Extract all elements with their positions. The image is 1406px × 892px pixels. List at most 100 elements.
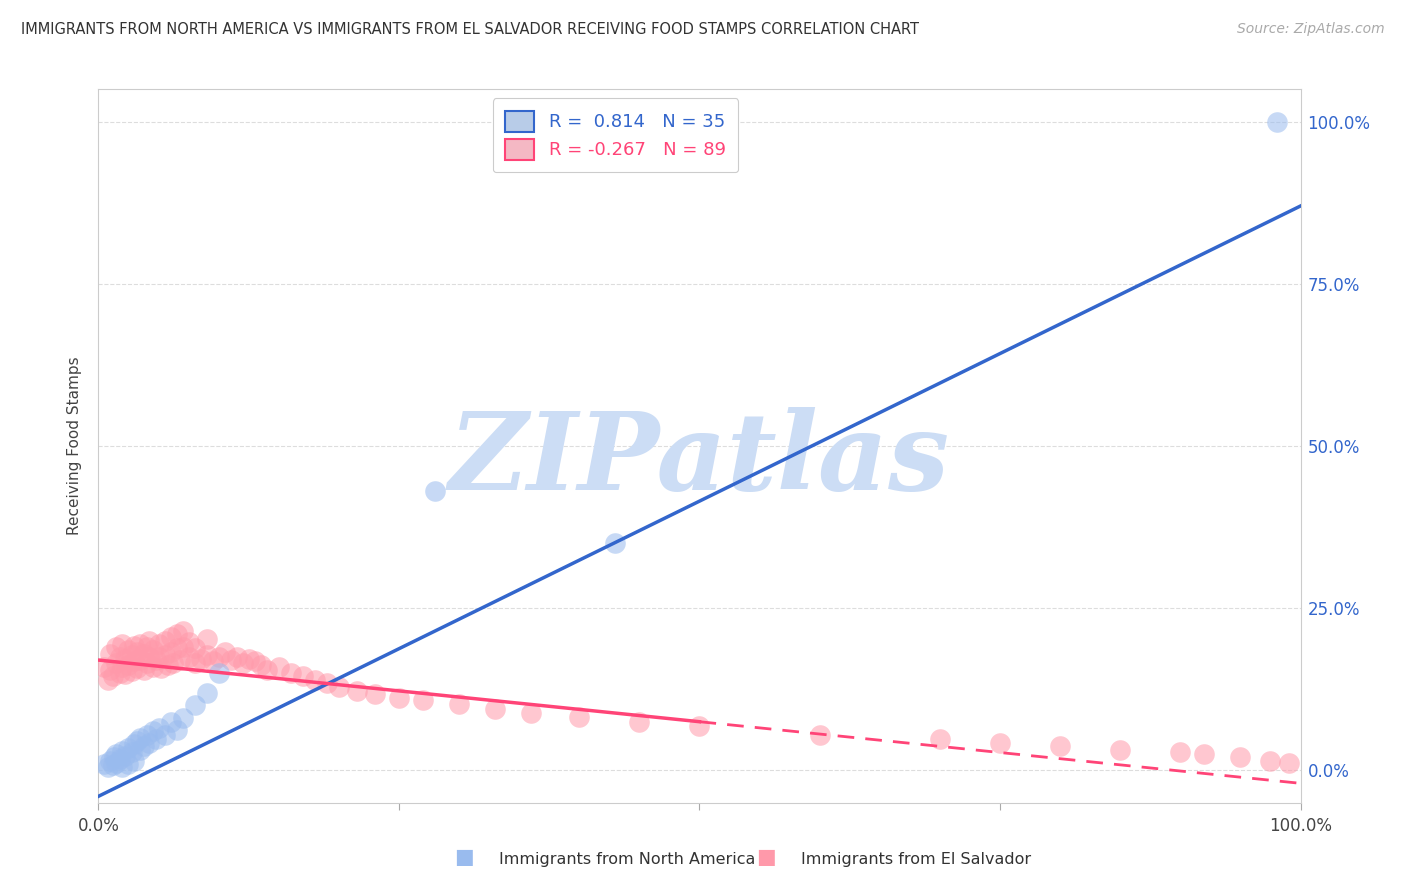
Point <box>208 666 231 681</box>
Point <box>628 714 651 729</box>
Point <box>153 728 176 742</box>
Point <box>447 697 470 711</box>
Point <box>117 756 139 771</box>
Point <box>159 631 181 645</box>
Point <box>101 758 124 772</box>
Point <box>148 637 170 651</box>
Point <box>132 647 155 661</box>
Point <box>97 760 120 774</box>
Point <box>117 658 139 673</box>
Point <box>108 649 131 664</box>
Point <box>125 734 148 748</box>
Point <box>145 653 167 667</box>
Point <box>928 732 950 747</box>
Point <box>153 648 176 662</box>
Point <box>520 706 543 721</box>
Point <box>484 702 506 716</box>
Point <box>105 657 128 671</box>
Point <box>412 693 434 707</box>
Point <box>124 738 146 752</box>
Text: IMMIGRANTS FROM NORTH AMERICA VS IMMIGRANTS FROM EL SALVADOR RECEIVING FOOD STAM: IMMIGRANTS FROM NORTH AMERICA VS IMMIGRA… <box>21 22 920 37</box>
Text: ZIPatlas: ZIPatlas <box>449 408 950 513</box>
Point <box>105 756 128 770</box>
Point <box>138 736 160 750</box>
Point <box>304 673 326 687</box>
Point <box>183 698 205 713</box>
Point <box>208 649 231 664</box>
Point <box>238 652 260 666</box>
Point <box>183 641 205 656</box>
Point <box>148 649 170 664</box>
Point <box>124 654 146 668</box>
Point <box>177 649 200 664</box>
Point <box>166 723 188 738</box>
Point <box>201 654 224 668</box>
Point <box>195 648 218 662</box>
Point <box>93 659 115 673</box>
Point <box>141 659 163 673</box>
Point <box>162 657 184 671</box>
Point <box>328 681 350 695</box>
Point <box>166 627 188 641</box>
Point <box>1109 742 1132 756</box>
Point <box>1229 750 1251 764</box>
Point <box>214 645 236 659</box>
Point <box>100 663 122 677</box>
Point <box>267 659 290 673</box>
Point <box>159 645 181 659</box>
Point <box>125 661 148 675</box>
Point <box>141 643 163 657</box>
Point <box>1277 756 1299 770</box>
Point <box>129 653 152 667</box>
Point <box>111 744 134 758</box>
Point <box>108 752 131 766</box>
Point <box>256 663 278 677</box>
Point <box>100 647 122 661</box>
Text: ■: ■ <box>756 847 776 867</box>
Text: Source: ZipAtlas.com: Source: ZipAtlas.com <box>1237 22 1385 37</box>
Point <box>159 714 181 729</box>
Point <box>148 721 170 735</box>
Point <box>132 663 155 677</box>
Y-axis label: Receiving Food Stamps: Receiving Food Stamps <box>67 357 83 535</box>
Point <box>423 484 446 499</box>
Point <box>138 633 160 648</box>
Point <box>129 637 152 651</box>
Point <box>93 756 115 771</box>
Point <box>808 728 831 742</box>
Point <box>129 742 152 756</box>
Point <box>108 666 131 681</box>
Point <box>117 740 139 755</box>
Point <box>121 648 143 662</box>
Point <box>1260 754 1282 768</box>
Point <box>689 719 711 733</box>
Point <box>111 659 134 673</box>
Point <box>100 754 122 768</box>
Text: Immigrants from North America: Immigrants from North America <box>499 852 755 867</box>
Point <box>605 536 627 550</box>
Point <box>364 687 387 701</box>
Point <box>103 750 125 764</box>
Point <box>280 666 302 681</box>
Point <box>172 624 194 638</box>
Point <box>125 645 148 659</box>
Point <box>145 732 167 747</box>
Point <box>169 653 191 667</box>
Point <box>153 633 176 648</box>
Point <box>166 641 188 656</box>
Legend: R =  0.814   N = 35, R = -0.267   N = 89: R = 0.814 N = 35, R = -0.267 N = 89 <box>492 98 738 172</box>
Point <box>114 652 136 666</box>
Point <box>172 711 194 725</box>
Point <box>1049 739 1071 753</box>
Point <box>315 675 337 690</box>
Point <box>232 657 254 671</box>
Point <box>111 637 134 651</box>
Point <box>135 657 157 671</box>
Point <box>568 710 591 724</box>
Point <box>157 658 180 673</box>
Point <box>190 652 212 666</box>
Text: ■: ■ <box>454 847 474 867</box>
Point <box>124 639 146 653</box>
Point <box>195 685 218 699</box>
Point <box>988 736 1011 750</box>
